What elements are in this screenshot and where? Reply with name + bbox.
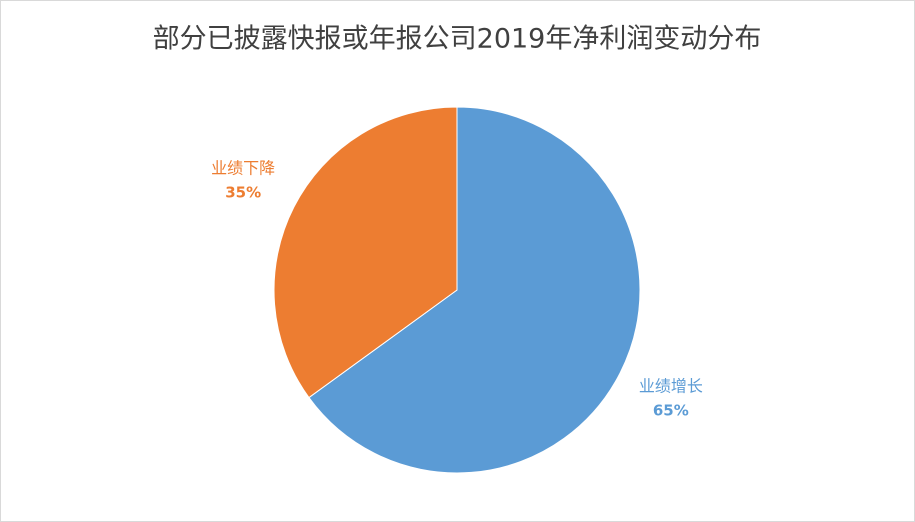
pie-slice: [308, 106, 641, 474]
slice-label: 业绩增长: [639, 376, 703, 395]
pie-slice: [273, 106, 458, 399]
slice-label: 业绩下降: [211, 159, 275, 178]
slice-value-label: 35%: [225, 184, 261, 202]
chart-title: 部分已披露快报或年报公司2019年净利润变动分布: [153, 24, 762, 55]
slice-value-label: 65%: [653, 401, 689, 419]
